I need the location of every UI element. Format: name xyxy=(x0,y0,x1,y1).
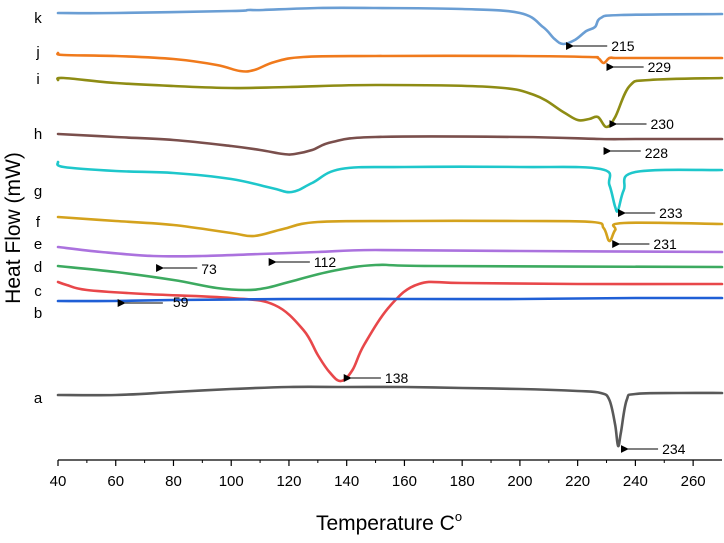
curve-e xyxy=(56,245,724,258)
curve-letter-c: c xyxy=(34,283,42,300)
annotation-label: 73 xyxy=(201,261,217,277)
annotation-label: 234 xyxy=(662,441,686,457)
curve-letter-d: d xyxy=(34,259,42,276)
x-tick-label-140: 140 xyxy=(334,473,359,490)
curves-group xyxy=(56,6,724,448)
x-tick-label-120: 120 xyxy=(276,473,301,490)
annotation-label: 231 xyxy=(653,236,677,252)
curve-letter-g: g xyxy=(34,183,42,200)
peak-annotation-59: 59 xyxy=(117,294,189,310)
x-tick-label-220: 220 xyxy=(565,473,590,490)
x-tick-label-180: 180 xyxy=(450,473,475,490)
x-tick-label-80: 80 xyxy=(165,473,182,490)
x-ticks-group: 40 60 80 100 120 140 160 180 200 220 240 260 xyxy=(50,460,706,490)
curve-j xyxy=(56,51,724,73)
peak-annotation-138: 138 xyxy=(343,370,409,386)
peak-annotation-233: 233 xyxy=(617,205,683,221)
x-tick-label-60: 60 xyxy=(107,473,124,490)
annotation-label: 138 xyxy=(385,370,409,386)
curve-g xyxy=(56,160,724,213)
x-tick-label-40: 40 xyxy=(50,473,67,490)
x-tick-label-200: 200 xyxy=(507,473,532,490)
annotation-label: 230 xyxy=(651,116,675,132)
annotation-label: 112 xyxy=(314,254,337,270)
peak-annotation-228: 228 xyxy=(603,145,669,161)
peak-annotation-231: 231 xyxy=(612,236,677,252)
annotation-label: 228 xyxy=(645,145,669,161)
x-axis-title-text: Temperature C xyxy=(316,512,455,535)
curve-i xyxy=(56,76,724,129)
curve-k xyxy=(56,6,724,46)
x-axis-title-superscript: o xyxy=(455,509,462,524)
annotations-group: 234 138 59 112 73 231 233 228 230 229 215 xyxy=(117,38,686,457)
curve-c xyxy=(56,296,724,303)
curve-letter-a: a xyxy=(34,390,43,407)
peak-annotation-234: 234 xyxy=(620,441,686,457)
curve-h xyxy=(56,132,724,156)
y-axis-title: Heat Flow (mW) xyxy=(2,152,25,304)
annotation-label: 59 xyxy=(173,294,189,310)
peak-annotation-230: 230 xyxy=(609,116,675,132)
curve-letter-j: j xyxy=(35,44,39,61)
annotation-label: 233 xyxy=(659,205,683,221)
curve-letter-k: k xyxy=(34,10,42,27)
curve-letter-h: h xyxy=(34,126,42,143)
peak-annotation-73: 73 xyxy=(156,261,217,277)
x-tick-label-240: 240 xyxy=(623,473,648,490)
curve-letter-b: b xyxy=(34,305,42,322)
curve-b xyxy=(56,280,724,383)
peak-annotation-112: 112 xyxy=(268,254,337,270)
x-axis-title: Temperature Co xyxy=(316,509,462,535)
peak-annotation-215: 215 xyxy=(566,38,635,54)
x-tick-label-160: 160 xyxy=(392,473,417,490)
x-tick-label-260: 260 xyxy=(681,473,706,490)
curve-f xyxy=(56,215,724,243)
curve-a xyxy=(56,385,724,448)
curve-letter-f: f xyxy=(36,214,41,231)
curve-letter-i: i xyxy=(36,71,39,88)
x-tick-label-100: 100 xyxy=(219,473,244,490)
peak-annotation-229: 229 xyxy=(606,59,672,75)
annotation-label: 229 xyxy=(648,59,672,75)
curve-letter-e: e xyxy=(34,236,42,253)
curve-d xyxy=(56,263,724,292)
annotation-label: 215 xyxy=(611,38,635,54)
